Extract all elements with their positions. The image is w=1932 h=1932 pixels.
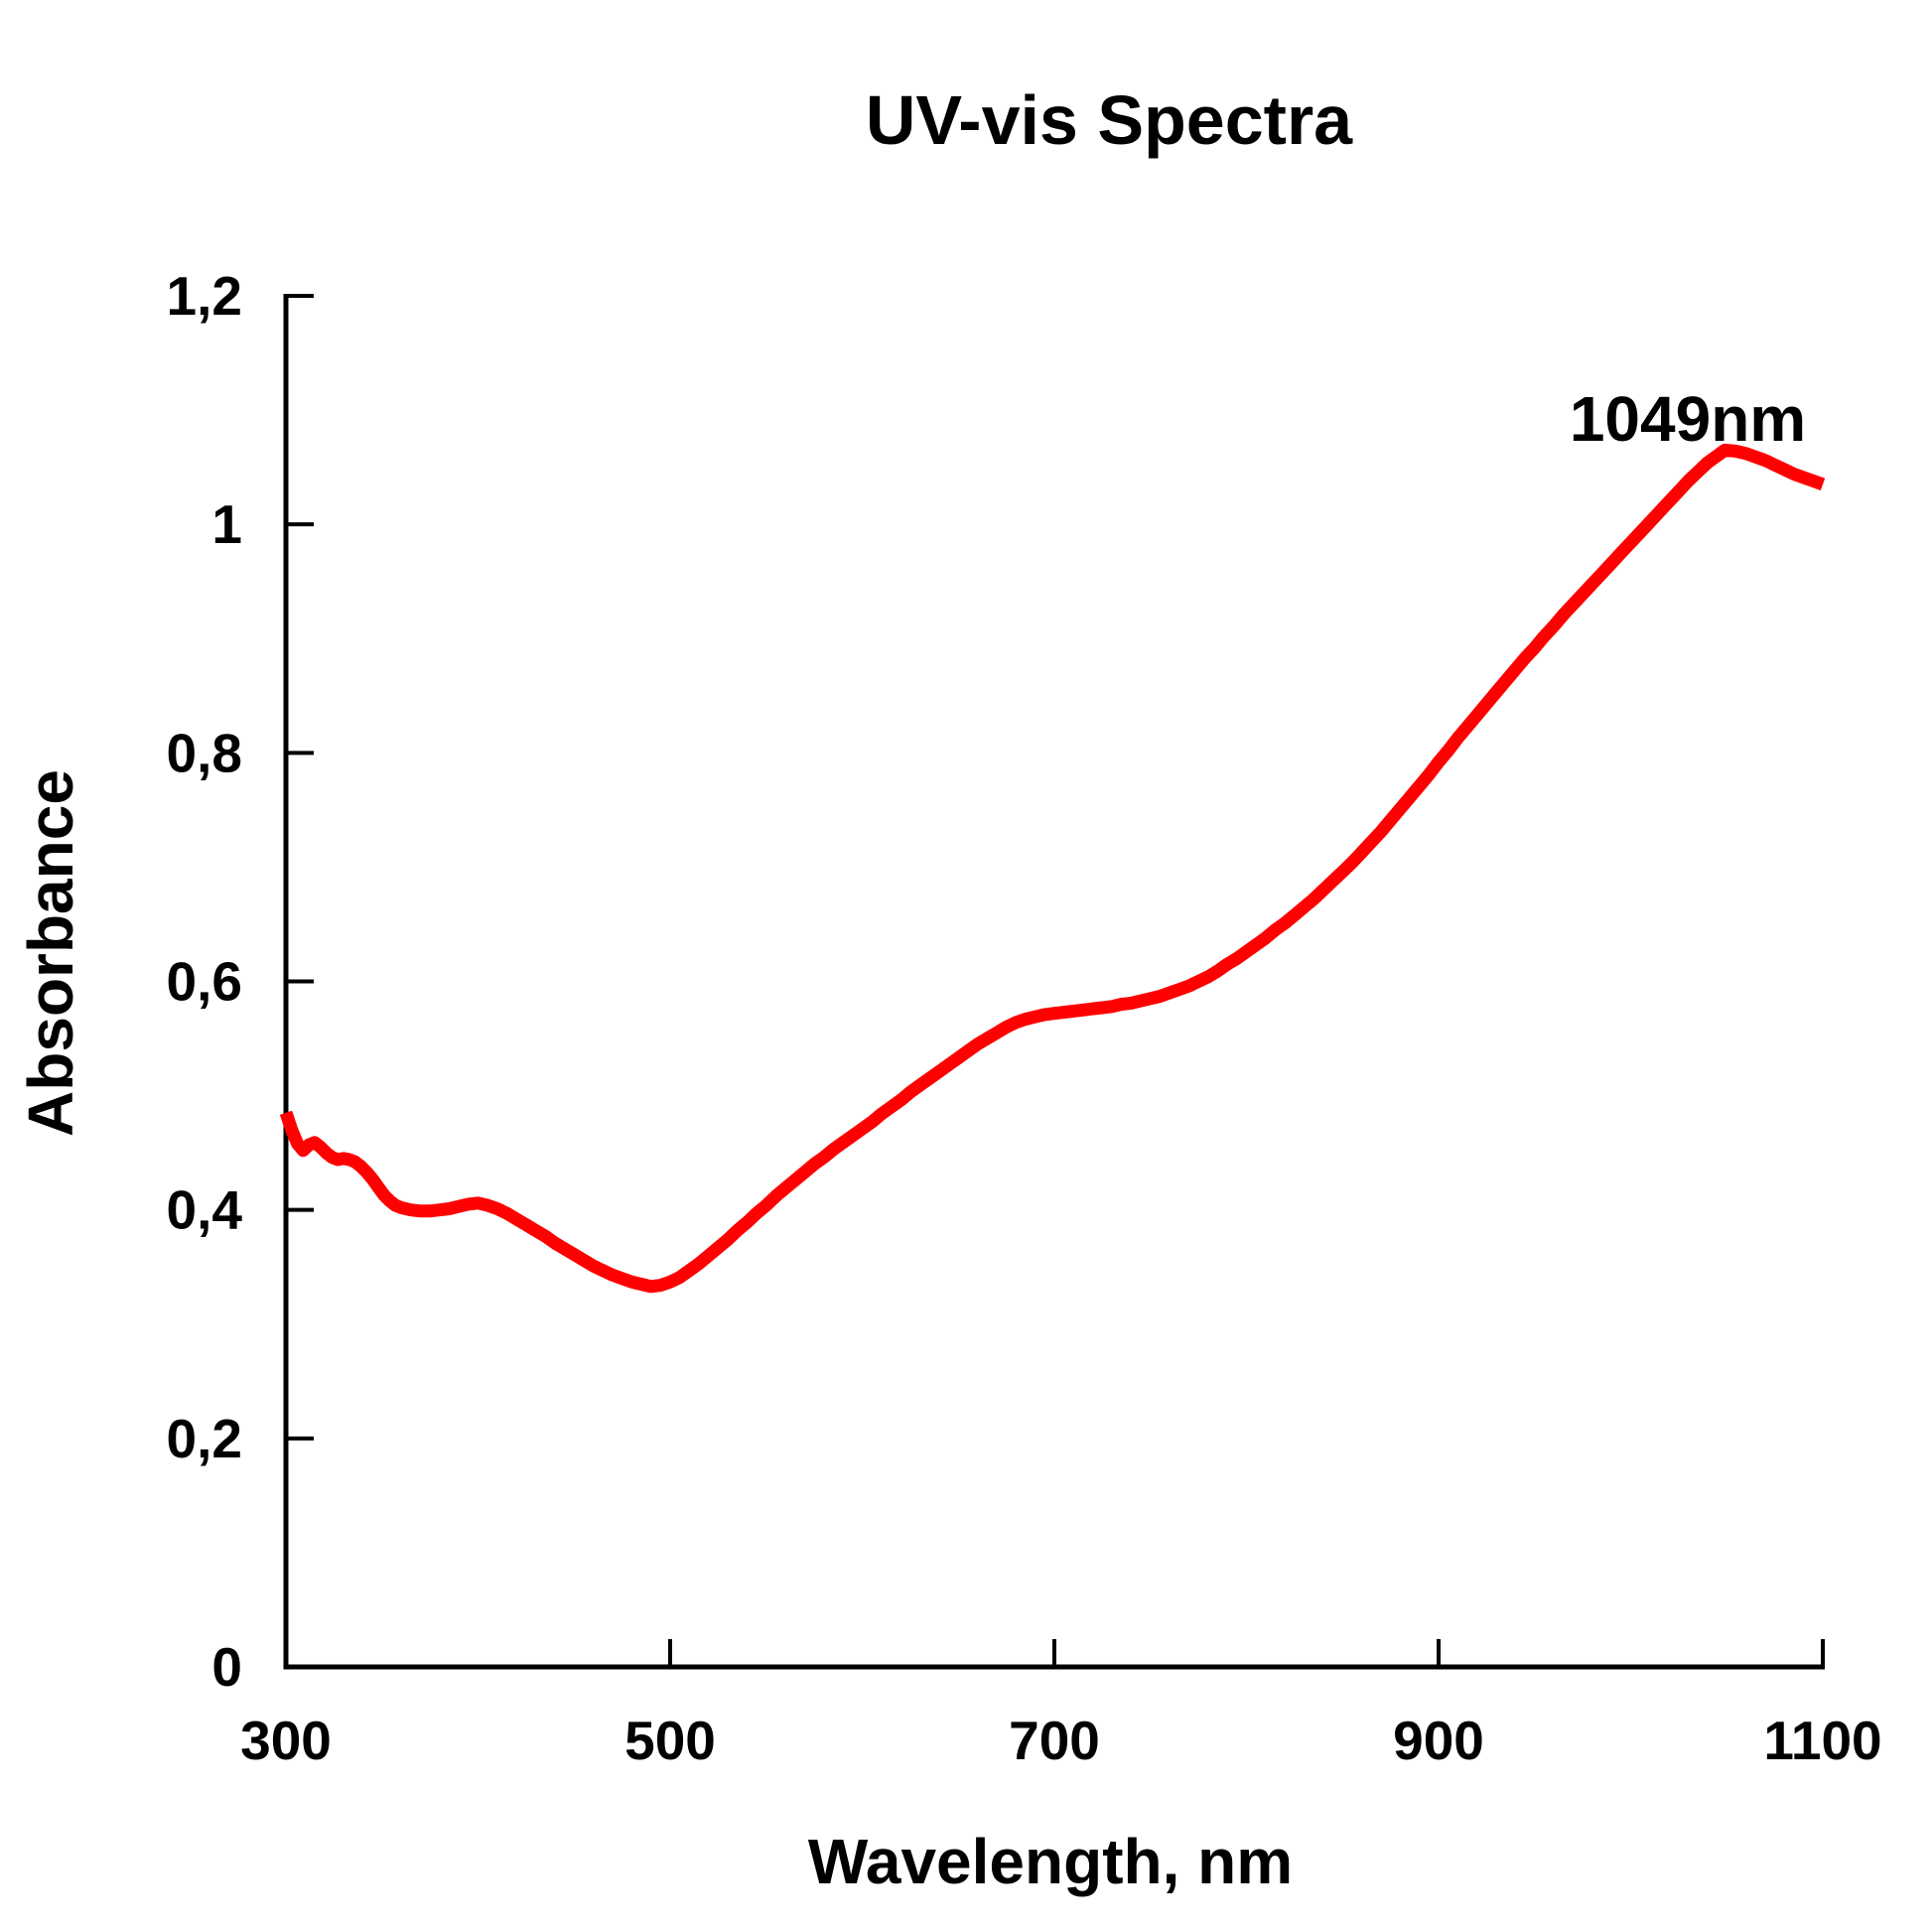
x-tick-label: 1100: [1763, 1710, 1881, 1771]
y-tick-label: 0,2: [167, 1408, 242, 1469]
x-tick-label: 300: [240, 1710, 332, 1771]
spectrum-series: [279, 443, 1826, 1294]
axis-spines: [283, 294, 1825, 1670]
y-tick-label: 0,8: [167, 722, 242, 783]
y-tick-label: 0: [211, 1636, 242, 1698]
axes: [283, 294, 1825, 1670]
spectrum-curve: [279, 443, 1826, 1294]
y-tick-label: 0,6: [167, 951, 242, 1013]
chart-title: UV-vis Spectra: [866, 81, 1353, 159]
y-tick-label: 1: [211, 493, 242, 555]
axis-ticks: [288, 294, 1825, 1665]
peak-annotation: 1049nm: [1570, 383, 1806, 455]
y-tick-label: 0,4: [167, 1179, 243, 1241]
y-tick-label: 1,2: [167, 265, 242, 327]
y-axis-title: Absorbance: [15, 769, 86, 1137]
x-tick-label: 700: [1009, 1710, 1100, 1771]
x-axis-title: Wavelength, nm: [808, 1826, 1293, 1897]
x-tick-label: 500: [624, 1710, 716, 1771]
x-tick-label: 900: [1393, 1710, 1484, 1771]
axis-tick-labels: 0 0,2 0,4 0,6 0,8 1 1,2 300 500 700 900 1100: [167, 265, 1882, 1771]
